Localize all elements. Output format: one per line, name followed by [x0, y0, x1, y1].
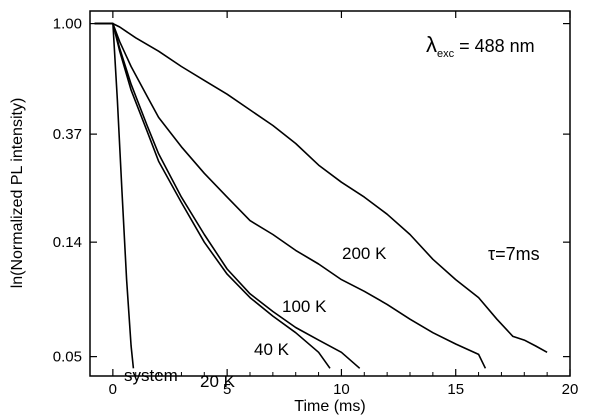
series-label-system: system — [124, 366, 178, 385]
y-tick-label: 0.37 — [53, 126, 82, 143]
series-line-40k — [94, 22, 361, 369]
x-axis: 0 5 10 15 20 — [89, 11, 579, 398]
series-lines — [94, 22, 548, 369]
y-tick-label: 0.14 — [53, 234, 82, 251]
tau-annotation: τ=7ms — [488, 244, 540, 264]
series-labels: 200 K 100 K 40 K 20 K system — [124, 244, 387, 391]
series-label-20k: 20 K — [200, 372, 236, 391]
x-axis-title: Time (ms) — [294, 398, 365, 415]
plot-frame — [89, 10, 571, 377]
series-line-20k — [94, 22, 331, 369]
x-tick-label: 15 — [447, 381, 464, 398]
series-line-100k — [94, 22, 487, 369]
series-label-40k: 40 K — [254, 340, 290, 359]
x-tick-label: 10 — [333, 381, 350, 398]
lambda-subscript: exc — [437, 48, 455, 60]
series-label-100k: 100 K — [282, 297, 327, 316]
x-tick-label: 5 — [223, 381, 231, 398]
y-tick-label: 0.05 — [53, 349, 82, 366]
series-line-system — [94, 22, 135, 369]
y-tick-label: 1.00 — [53, 16, 82, 33]
y-axis-title: ln(Normalized PL intensity) — [9, 98, 26, 289]
excitation-annotation: λexc = 488 nm — [426, 32, 535, 60]
series-line-200k — [94, 22, 548, 354]
x-tick-label: 0 — [109, 381, 117, 398]
x-tick-label: 20 — [562, 381, 579, 398]
series-label-200k: 200 K — [342, 244, 387, 263]
lambda-symbol: λ — [426, 32, 437, 57]
y-axis: 1.00 0.37 0.14 0.05 — [53, 16, 570, 366]
excitation-value: = 488 nm — [454, 36, 535, 56]
